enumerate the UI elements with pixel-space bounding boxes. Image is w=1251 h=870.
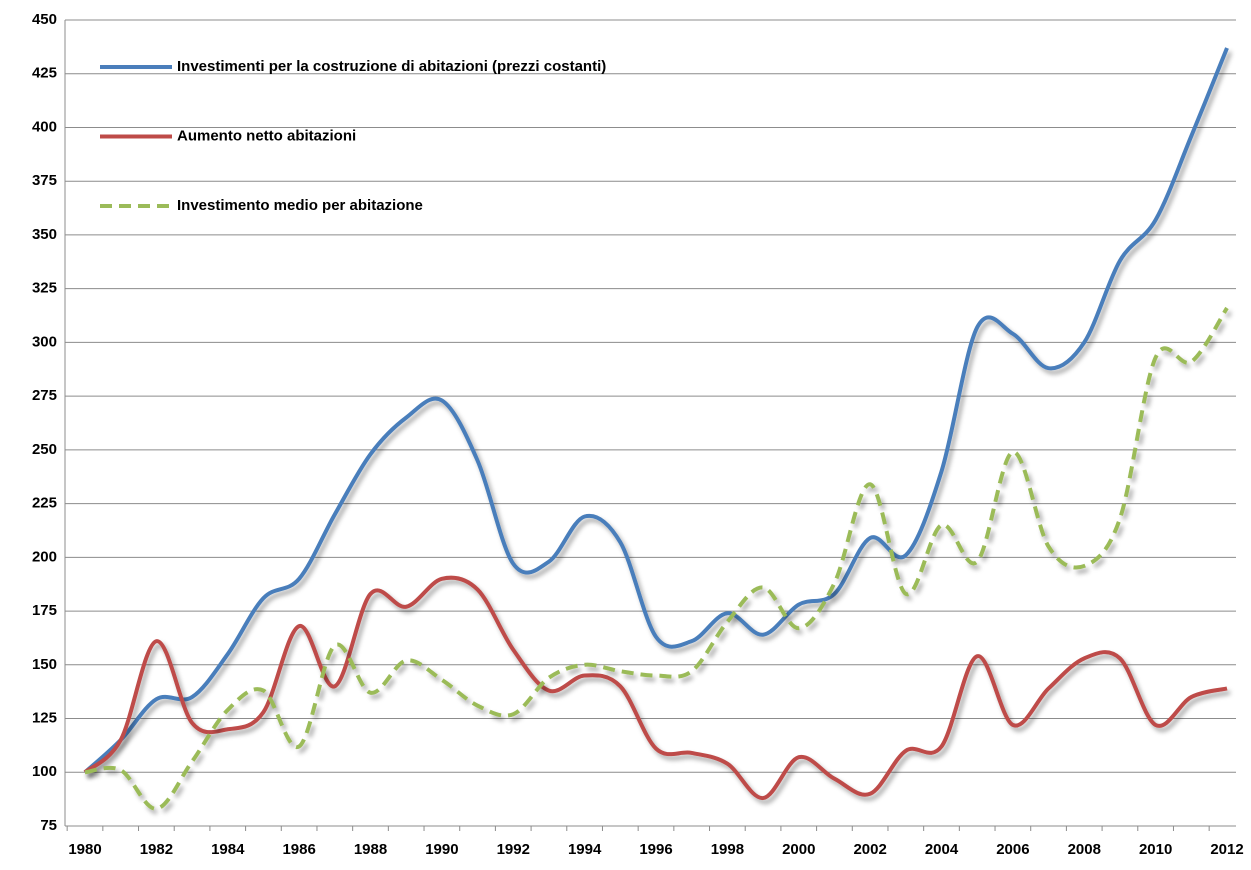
y-tick-label: 225 bbox=[32, 495, 57, 512]
x-tick-label: 1990 bbox=[425, 841, 458, 858]
x-tick-label: 2004 bbox=[925, 841, 959, 858]
y-tick-label: 425 bbox=[32, 65, 57, 82]
y-tick-label: 150 bbox=[32, 656, 57, 673]
series-line bbox=[84, 306, 1229, 811]
y-tick-label: 450 bbox=[32, 11, 57, 28]
series-line bbox=[83, 47, 1229, 774]
series-line bbox=[83, 575, 1228, 801]
legend-label: Aumento netto abitazioni bbox=[177, 127, 356, 144]
y-tick-label: 125 bbox=[32, 710, 57, 727]
y-tick-label: 200 bbox=[32, 548, 57, 565]
x-tick-label: 2010 bbox=[1139, 841, 1172, 858]
y-tick-label: 375 bbox=[32, 172, 57, 189]
y-tick-label: 400 bbox=[32, 118, 57, 135]
y-tick-label: 75 bbox=[40, 817, 57, 834]
y-tick-label: 175 bbox=[32, 602, 57, 619]
x-tick-label: 2012 bbox=[1210, 841, 1243, 858]
x-tick-label: 1980 bbox=[68, 841, 101, 858]
y-tick-label: 250 bbox=[32, 441, 57, 458]
x-tick-label: 2008 bbox=[1068, 841, 1101, 858]
y-tick-label: 100 bbox=[32, 763, 57, 780]
legend-label: Investimento medio per abitazione bbox=[177, 197, 423, 214]
x-tick-label: 1998 bbox=[711, 841, 744, 858]
x-tick-label: 1984 bbox=[211, 841, 245, 858]
x-tick-label: 1994 bbox=[568, 841, 602, 858]
x-tick-label: 1988 bbox=[354, 841, 387, 858]
y-tick-label: 325 bbox=[32, 280, 57, 297]
x-tick-label: 1996 bbox=[639, 841, 672, 858]
y-tick-label: 350 bbox=[32, 226, 57, 243]
legend-label: Investimenti per la costruzione di abita… bbox=[177, 58, 606, 75]
y-tick-label: 300 bbox=[32, 333, 57, 350]
y-tick-label: 275 bbox=[32, 387, 57, 404]
x-tick-label: 1982 bbox=[140, 841, 173, 858]
x-tick-label: 1986 bbox=[282, 841, 315, 858]
x-tick-label: 1992 bbox=[497, 841, 530, 858]
x-tick-label: 2006 bbox=[996, 841, 1029, 858]
x-tick-label: 2000 bbox=[782, 841, 815, 858]
x-tick-label: 2002 bbox=[853, 841, 886, 858]
